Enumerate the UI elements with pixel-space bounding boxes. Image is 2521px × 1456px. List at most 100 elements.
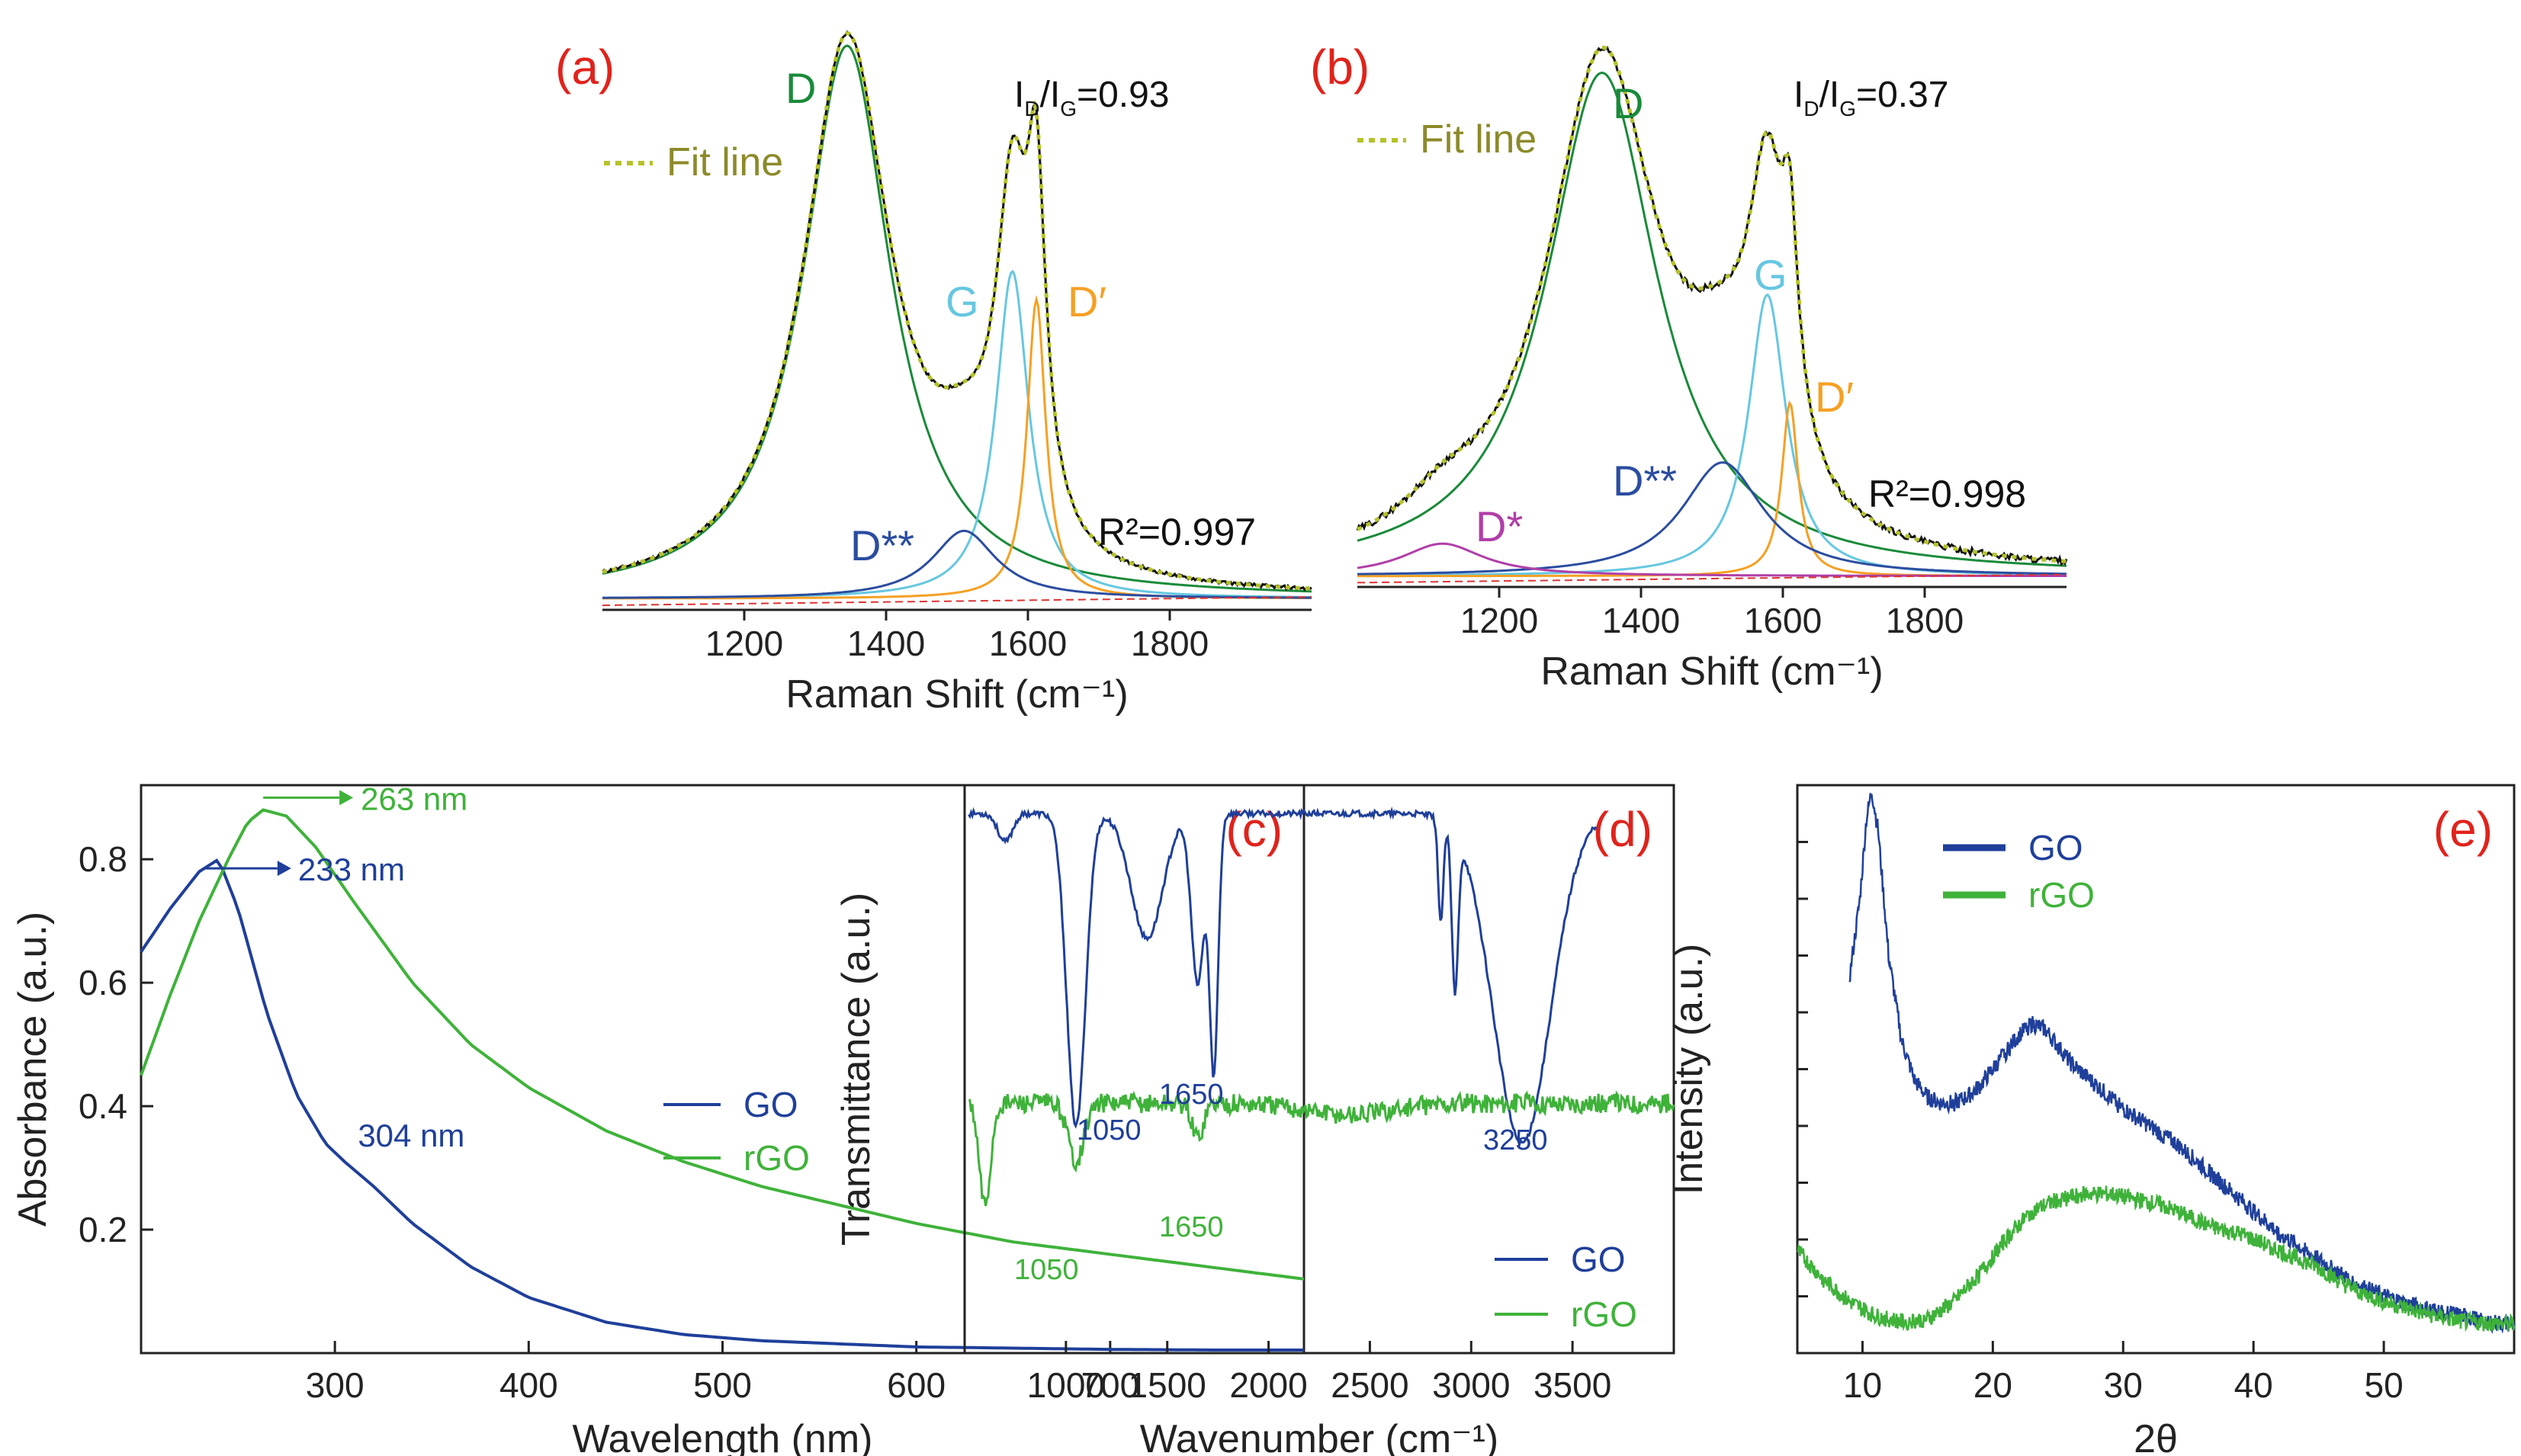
panel-label: (e) bbox=[2433, 802, 2493, 857]
x-axis-label: Wavelength (nm) bbox=[573, 1417, 873, 1456]
x-tick-label: 3000 bbox=[1432, 1365, 1510, 1405]
legend-label: rGO bbox=[2028, 875, 2095, 915]
annotation-263nm: 263 nm bbox=[361, 781, 467, 816]
series-go-line bbox=[1848, 793, 2516, 1335]
legend-label: GO bbox=[743, 1085, 798, 1124]
ratio-part: I bbox=[1794, 75, 1803, 115]
x-tick-label: 600 bbox=[887, 1365, 946, 1405]
fit-line bbox=[602, 30, 1312, 591]
uv-vis-panel-c: 300 400 500 600 700 Wavelength (nm) Absorbance… bbox=[11, 781, 1305, 1456]
plot-frame bbox=[963, 784, 1675, 1355]
x-tick-label: 1600 bbox=[1744, 601, 1822, 640]
id-ig-ratio-label: ID/IG=0.93 bbox=[1014, 75, 1169, 120]
series-rgo-line bbox=[968, 1090, 1675, 1207]
x-tick-label: 1800 bbox=[1131, 624, 1209, 663]
peak-annotation: 1050 bbox=[1077, 1114, 1142, 1147]
ratio-part: G bbox=[1839, 97, 1856, 120]
baseline-curve bbox=[1357, 573, 2067, 584]
fit-line bbox=[1356, 45, 2067, 563]
x-tick-label: 300 bbox=[306, 1365, 365, 1405]
y-tick-label: 0.4 bbox=[79, 1086, 127, 1126]
panel-label: (c) bbox=[1225, 802, 1283, 857]
x-tick-label: 1500 bbox=[1129, 1365, 1206, 1405]
ratio-part: I bbox=[1014, 75, 1024, 115]
x-tick-label: 30 bbox=[2104, 1365, 2143, 1405]
series-go-line bbox=[968, 806, 1598, 1149]
x-tick-label: 1000 bbox=[1027, 1365, 1105, 1405]
ratio-part: D bbox=[1024, 97, 1039, 120]
panel-label: (d) bbox=[1593, 802, 1652, 857]
x-axis-label: Wavenumber (cm⁻¹) bbox=[1140, 1417, 1498, 1456]
peak-label: D** bbox=[1613, 457, 1677, 505]
legend-label: rGO bbox=[1571, 1294, 1637, 1334]
y-axis-label: Transmittance (a.u.) bbox=[834, 893, 878, 1246]
x-tick-label: 40 bbox=[2234, 1365, 2273, 1405]
series-rgo-line bbox=[140, 808, 1305, 1281]
peak-label: D bbox=[785, 64, 816, 112]
annotation-233nm: 233 nm bbox=[298, 851, 405, 887]
ratio-part: /I bbox=[1040, 75, 1061, 115]
legend-label: rGO bbox=[743, 1138, 810, 1178]
x-tick-label: 1600 bbox=[989, 624, 1067, 663]
panel-label: (a) bbox=[555, 40, 615, 95]
peak-d-star-curve bbox=[1357, 461, 2067, 576]
peak-g-curve bbox=[1357, 293, 2067, 577]
peak-label: D* bbox=[1476, 502, 1523, 550]
x-tick-label: 10 bbox=[1843, 1365, 1882, 1405]
peak-d-curve bbox=[602, 295, 1312, 600]
legend-label: GO bbox=[2028, 828, 2083, 868]
legend-label: GO bbox=[1571, 1240, 1626, 1279]
peak-label: G bbox=[1754, 251, 1787, 299]
x-tick-label: 1200 bbox=[1460, 601, 1538, 640]
x-tick-label: 2000 bbox=[1229, 1365, 1307, 1405]
x-tick-label: 700 bbox=[1081, 1365, 1139, 1405]
ratio-part: G bbox=[1060, 97, 1077, 120]
x-tick-label: 400 bbox=[499, 1365, 558, 1405]
x-tick-label: 1400 bbox=[1602, 601, 1680, 640]
y-axis-label: Intensity (a.u.) bbox=[1667, 944, 1711, 1195]
peak-annotation: 3250 bbox=[1483, 1124, 1548, 1156]
series-rgo-line bbox=[1797, 1185, 2516, 1333]
peak-label: G bbox=[946, 277, 979, 326]
r-squared-label: R²=0.997 bbox=[1098, 511, 1256, 553]
y-axis-label: Absorbance (a.u.) bbox=[11, 912, 55, 1227]
arrow-263-head bbox=[339, 790, 354, 806]
x-tick-label: 50 bbox=[2365, 1365, 2404, 1405]
ratio-part: /I bbox=[1819, 75, 1840, 115]
id-ig-ratio-label: ID/IG=0.37 bbox=[1794, 75, 1948, 120]
x-tick-label: 1400 bbox=[847, 624, 925, 663]
ftir-panel-d: 1000 1500 2000 2500 3000 3500 Wavenumber (cm⁻¹… bbox=[834, 784, 1675, 1456]
series-go-line bbox=[140, 858, 1304, 1352]
x-axis-label: Raman Shift (cm⁻¹) bbox=[785, 672, 1128, 717]
x-tick-label: 3500 bbox=[1533, 1365, 1611, 1405]
baseline-curve bbox=[602, 596, 1312, 607]
y-tick-label: 0.6 bbox=[79, 963, 127, 1002]
x-tick-label: 500 bbox=[693, 1365, 752, 1405]
y-tick-label: 0.2 bbox=[79, 1210, 127, 1249]
ratio-part: =0.93 bbox=[1077, 75, 1169, 115]
x-tick-label: 1200 bbox=[705, 624, 783, 663]
ratio-part: =0.37 bbox=[1856, 75, 1948, 115]
x-axis-label: Raman Shift (cm⁻¹) bbox=[1540, 649, 1883, 694]
y-tick-label: 0.8 bbox=[79, 839, 127, 879]
xrd-panel-e: 10 20 30 40 50 2θ Intensity (a.u.) (e) GO rGO bbox=[1667, 784, 2516, 1456]
panel-label: (b) bbox=[1310, 40, 1370, 95]
peak-annotation: 1050 bbox=[1014, 1254, 1079, 1286]
x-tick-label: 20 bbox=[1973, 1365, 2012, 1405]
r-squared-label: R²=0.998 bbox=[1868, 473, 2026, 515]
peak-annotation: 1650 bbox=[1159, 1079, 1224, 1111]
annotation-304nm: 304 nm bbox=[358, 1118, 464, 1153]
legend-fit-line-label: Fit line bbox=[666, 140, 783, 184]
peak-annotation: 1650 bbox=[1159, 1211, 1224, 1243]
peak-label: D bbox=[1613, 79, 1643, 127]
peak-label: D′ bbox=[1068, 277, 1106, 326]
ratio-part: D bbox=[1803, 97, 1819, 120]
peak-label: D** bbox=[850, 521, 914, 569]
peak-d-star-curve bbox=[602, 529, 1312, 599]
legend-fit-line-label: Fit line bbox=[1420, 117, 1537, 162]
plot-frame bbox=[1796, 784, 2516, 1355]
x-tick-label: 1800 bbox=[1886, 601, 1964, 640]
